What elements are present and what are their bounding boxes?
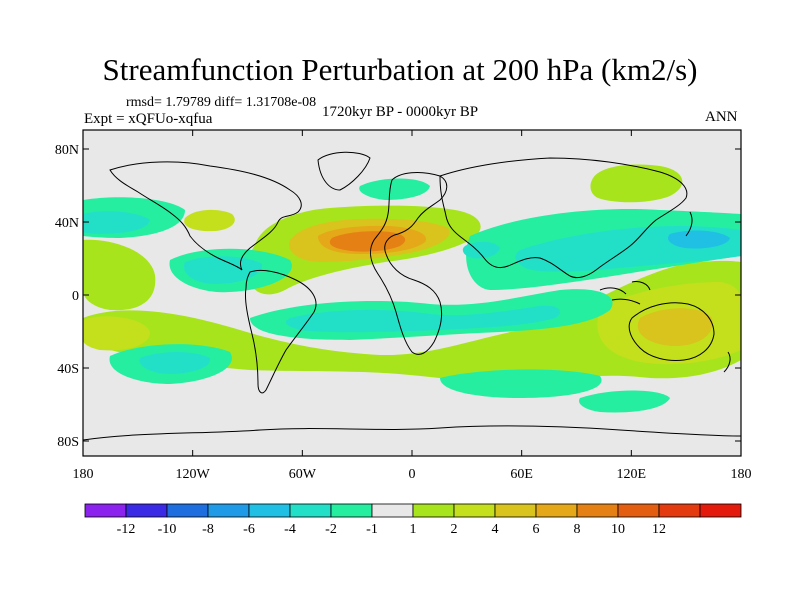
lon-label: 60E (510, 467, 533, 482)
colorbar-swatch (412, 503, 455, 518)
colorbar-label: 1 (410, 522, 417, 537)
coastline-antarctica (83, 425, 741, 441)
colorbar-label: 4 (492, 522, 499, 537)
coastline-australia (628, 302, 715, 361)
colorbar-swatch (330, 503, 373, 518)
colorbar-swatch (84, 503, 127, 518)
coastline-south-america (245, 269, 317, 394)
stats-label: rmsd= 1.79789 diff= 1.31708e-08 (126, 95, 317, 110)
colorbar-swatch (125, 503, 168, 518)
lon-label: 120W (176, 467, 211, 482)
plot-title: Streamfunction Perturbation at 200 hPa (… (102, 52, 698, 87)
colorbar-label: 10 (611, 522, 625, 537)
longitude-axis: 180 120W 60W 0 60E 120E 180 (73, 130, 752, 482)
lon-label: 120E (617, 467, 647, 482)
contour-negative-southern (579, 390, 670, 413)
lon-label: 180 (731, 467, 752, 482)
colorbar-swatch (371, 503, 414, 518)
colorbar-label: 8 (574, 522, 581, 537)
coastline-indonesia (599, 281, 651, 305)
colorbar-label: -6 (243, 522, 255, 537)
contour-negative-north-2 (83, 211, 150, 234)
contour-positive-north-pacific (590, 164, 683, 203)
coastline-europe-africa (370, 172, 448, 355)
colorbar-label: 6 (533, 522, 540, 537)
contour-negative-arctic (359, 178, 430, 200)
lat-label: 80N (55, 143, 79, 158)
lat-label: 40S (57, 362, 79, 377)
contour-positive-8 (329, 231, 406, 252)
lat-label: 40N (55, 216, 79, 231)
colorbar-swatch (248, 503, 291, 518)
coastline-greenland (317, 151, 371, 191)
coastline-new-zealand (723, 351, 731, 373)
colorbar: -12 -10 -8 -6 -4 -2 -1 1 2 4 6 8 10 12 (84, 503, 742, 537)
experiment-label: Expt = xQFUo-xqfua (84, 111, 213, 127)
colorbar-swatch (617, 503, 660, 518)
colorbar-label: -12 (117, 522, 136, 537)
colorbar-swatch (453, 503, 496, 518)
season-label: ANN (705, 109, 738, 125)
colorbar-label: -1 (366, 522, 378, 537)
coastline-asia (439, 157, 688, 279)
period-label: 1720kyr BP - 0000kyr BP (322, 104, 479, 120)
colorbar-label: -8 (202, 522, 214, 537)
colorbar-swatch (166, 503, 209, 518)
contour-negative-tropical-2 (184, 256, 263, 284)
colorbar-label: -4 (284, 522, 296, 537)
contour-positive-australia (637, 308, 713, 346)
latitude-axis: 80N 40N 0 40S 80S (55, 143, 741, 450)
lat-label: 0 (72, 289, 79, 304)
colorbar-label: -10 (158, 522, 177, 537)
contour-negative-south-atlantic (440, 369, 602, 398)
colorbar-swatch (535, 503, 578, 518)
coastlines (83, 151, 741, 441)
lon-label: 0 (409, 467, 416, 482)
lon-label: 180 (73, 467, 94, 482)
contour-negative-asia-3 (667, 230, 730, 249)
colorbar-swatch (576, 503, 619, 518)
contour-positive-na (184, 209, 235, 232)
lat-label: 80S (57, 435, 79, 450)
colorbar-swatch (658, 503, 701, 518)
lon-label: 60W (289, 467, 317, 482)
contour-field (83, 151, 741, 441)
contour-negative-south-pacific-2 (139, 352, 211, 374)
colorbar-swatch (494, 503, 537, 518)
contour-positive-southern-band (83, 260, 741, 383)
colorbar-swatch (289, 503, 332, 518)
contour-positive-west-pacific-edge (83, 239, 156, 311)
colorbar-label: 12 (652, 522, 666, 537)
coastline-japan (685, 211, 693, 237)
contour-positive-south-pacific (83, 316, 150, 351)
colorbar-label: -2 (325, 522, 337, 537)
coastline-north-america (109, 161, 302, 271)
contour-negative-south-indian-2 (285, 305, 560, 333)
colorbar-swatch (699, 503, 742, 518)
colorbar-label: 2 (451, 522, 458, 537)
colorbar-swatch (207, 503, 250, 518)
